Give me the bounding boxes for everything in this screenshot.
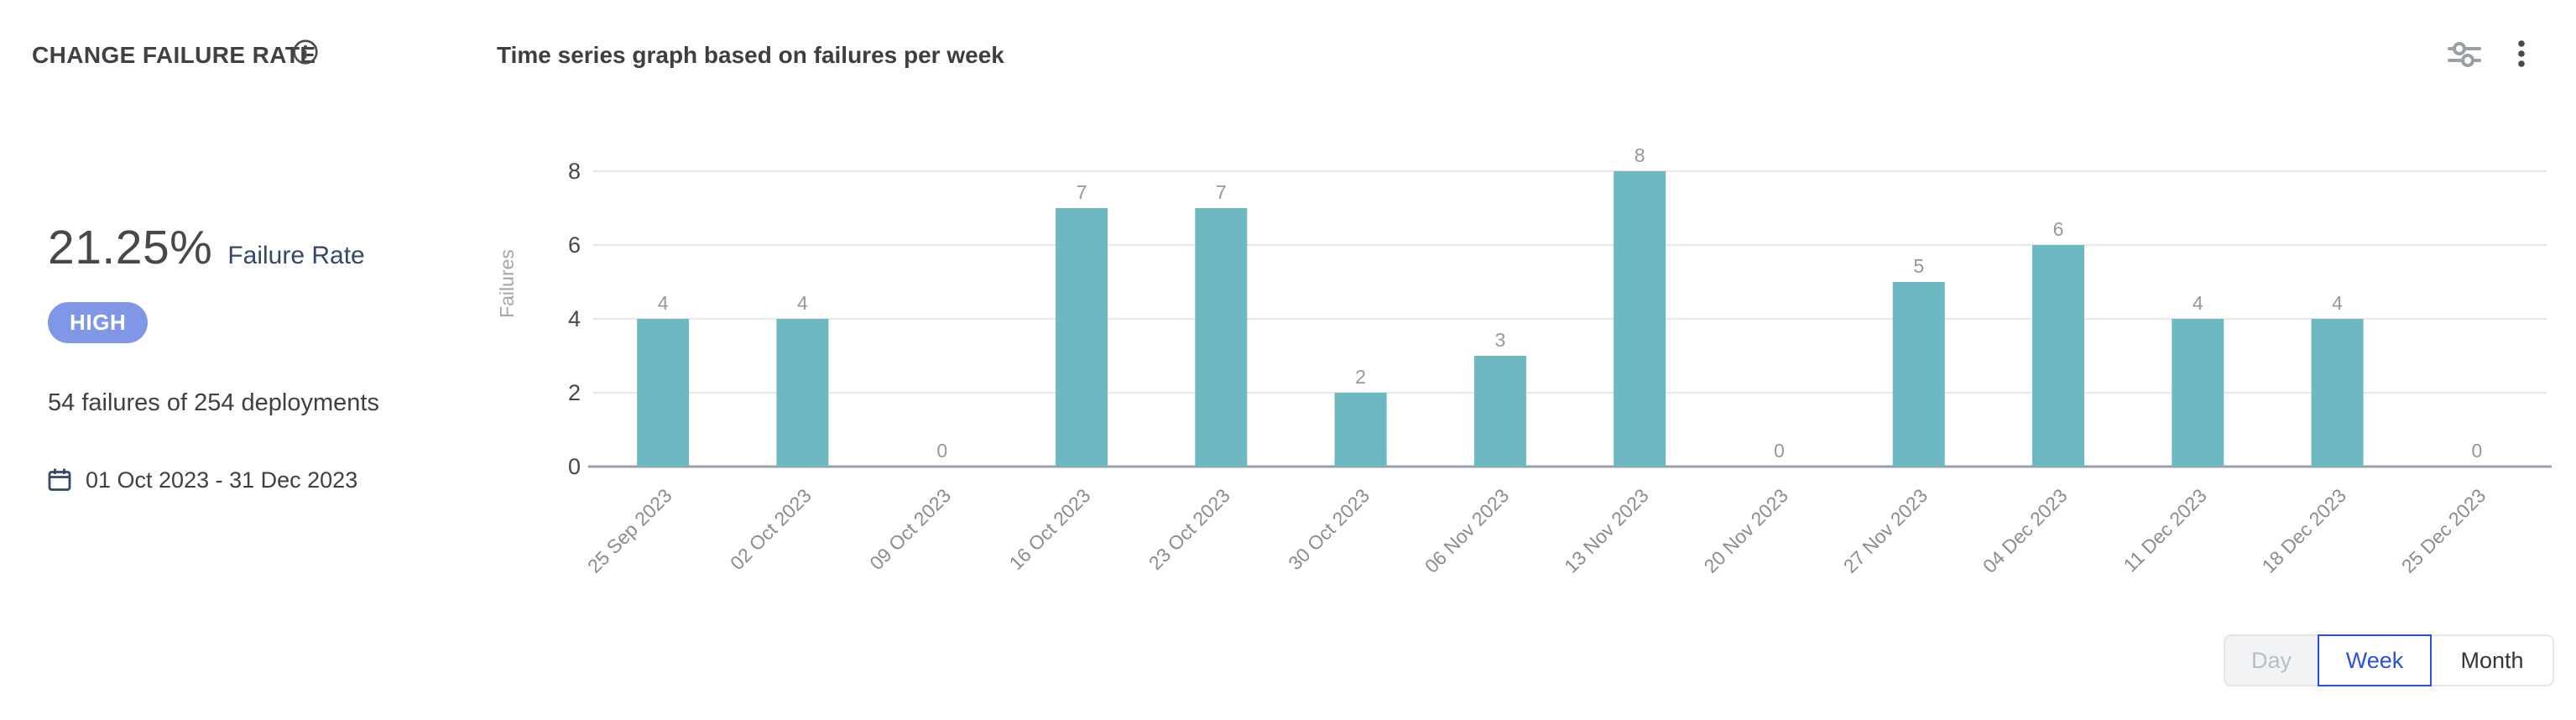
x-axis-label: 30 Oct 2023 — [1284, 484, 1374, 574]
bar-value-label: 0 — [1774, 440, 1785, 462]
bar-value-label: 4 — [658, 292, 669, 314]
x-axis-label: 13 Nov 2023 — [1560, 484, 1653, 577]
toggle-day-button[interactable]: Day — [2224, 634, 2318, 686]
bar-value-label: 4 — [797, 292, 808, 314]
failure-rate-summary: 21.25% Failure Rate — [48, 220, 365, 275]
date-range-row[interactable]: 01 Oct 2023 - 31 Dec 2023 — [46, 467, 357, 493]
toggle-month-button[interactable]: Month — [2432, 634, 2554, 686]
chart-bar[interactable] — [1614, 171, 1666, 467]
bar-value-label: 0 — [2471, 440, 2482, 462]
chart-bar[interactable] — [1892, 282, 1945, 467]
x-axis-label: 16 Oct 2023 — [1005, 484, 1095, 574]
x-axis-label: 11 Dec 2023 — [2119, 484, 2210, 576]
calendar-icon — [48, 468, 71, 491]
bar-value-label: 7 — [1077, 181, 1087, 203]
chart-bar[interactable] — [637, 319, 690, 467]
y-axis-tick: 8 — [568, 159, 581, 184]
bar-value-label: 4 — [2193, 292, 2203, 314]
bar-value-label: 8 — [1635, 144, 1645, 166]
chart-bar[interactable] — [2172, 319, 2224, 467]
y-axis-tick: 0 — [568, 454, 581, 479]
y-axis-title: Failures — [496, 249, 518, 318]
chart-bar[interactable] — [1334, 393, 1387, 467]
y-axis-tick: 6 — [568, 232, 581, 258]
bar-value-label: 4 — [2332, 292, 2343, 314]
x-axis-label: 06 Nov 2023 — [1421, 484, 1514, 577]
info-icon[interactable] — [292, 39, 319, 65]
failure-rate-label: Failure Rate — [227, 242, 365, 269]
bar-value-label: 0 — [936, 440, 947, 462]
bar-value-label: 3 — [1494, 329, 1505, 351]
granularity-toggle-group: Day Week Month — [2224, 634, 2554, 686]
x-axis-label: 25 Sep 2023 — [583, 484, 676, 577]
x-axis-label: 27 Nov 2023 — [1839, 484, 1932, 577]
failure-rate-value: 21.25% — [48, 221, 213, 274]
bar-value-label: 7 — [1216, 181, 1227, 203]
x-axis-label: 23 Oct 2023 — [1145, 484, 1234, 574]
x-axis-label: 04 Dec 2023 — [1979, 484, 2072, 577]
chart-bar[interactable] — [2032, 245, 2084, 467]
y-axis-tick: 4 — [568, 306, 581, 331]
chart-bar[interactable] — [1473, 356, 1526, 467]
kebab-menu-icon[interactable] — [2509, 34, 2534, 74]
severity-badge: HIGH — [48, 302, 149, 343]
deployments-summary: 54 failures of 254 deployments — [48, 389, 379, 416]
chart-bar[interactable] — [1195, 208, 1248, 467]
sliders-settings-icon[interactable] — [2445, 37, 2484, 72]
failures-bar-chart: 0 2 4 6 8 Failures 4 25 Sep 2023 4 02 Oct 2023 0 09… — [470, 101, 2568, 655]
chart-bar[interactable] — [2311, 319, 2364, 467]
bar-value-label: 6 — [2053, 218, 2064, 240]
y-axis-tick: 2 — [568, 380, 581, 405]
x-axis-label: 09 Oct 2023 — [865, 484, 955, 574]
date-range-text: 01 Oct 2023 - 31 Dec 2023 — [86, 467, 358, 493]
chart-subtitle: Time series graph based on failures per … — [497, 42, 1004, 68]
chart-bar[interactable] — [1056, 208, 1108, 467]
x-axis-label: 20 Nov 2023 — [1699, 484, 1792, 577]
widget-title: CHANGE FAILURE RATE — [32, 42, 316, 68]
x-axis-label: 18 Dec 2023 — [2257, 484, 2350, 577]
toggle-week-button[interactable]: Week — [2318, 634, 2432, 686]
x-axis-label: 02 Oct 2023 — [726, 484, 816, 574]
bar-value-label: 2 — [1355, 366, 1366, 388]
bar-value-label: 5 — [1913, 255, 1924, 277]
x-axis-label: 25 Dec 2023 — [2397, 484, 2490, 577]
chart-bar[interactable] — [776, 319, 829, 467]
